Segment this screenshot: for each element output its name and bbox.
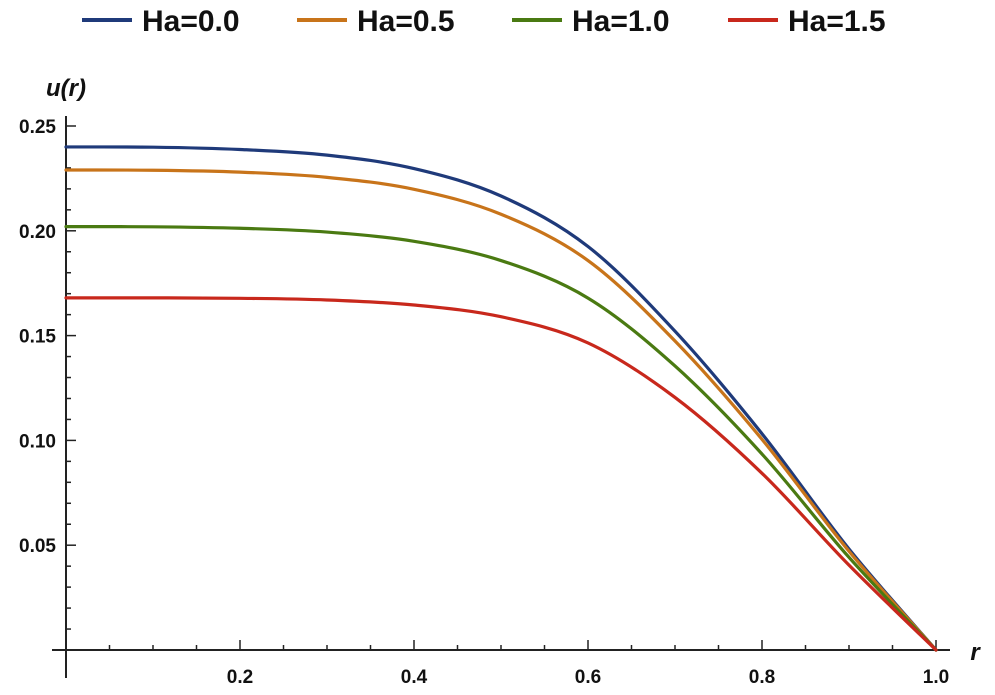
series-line-3 (64, 225, 938, 652)
x-tick-label: 0.2 (227, 667, 253, 688)
legend-label: Ha=0.0 (142, 5, 240, 38)
series-line-4 (64, 296, 938, 652)
x-tick-label: 1.0 (923, 667, 949, 688)
ticks: 0.2 0.4 0.6 0.8 1.0 0.05 0.10 0.15 0.20 0.25 (19, 117, 949, 688)
y-tick-label: 0.05 (19, 536, 56, 557)
axes (52, 116, 950, 678)
legend-item-1: Ha=0.0 (82, 5, 240, 38)
y-tick-label: 0.20 (19, 222, 56, 243)
y-tick-label: 0.10 (19, 431, 56, 452)
legend-label: Ha=1.0 (572, 5, 670, 38)
x-tick-label: 0.8 (749, 667, 775, 688)
x-axis-title: r (970, 639, 981, 666)
x-tick-label: 0.6 (575, 667, 601, 688)
legend-item-3: Ha=1.0 (512, 5, 670, 38)
y-tick-label: 0.15 (19, 327, 56, 348)
legend-item-2: Ha=0.5 (297, 5, 455, 38)
series-line-2 (64, 168, 938, 652)
legend-label: Ha=1.5 (788, 5, 886, 38)
y-axis-title: u(r) (46, 75, 86, 102)
legend-item-4: Ha=1.5 (728, 5, 886, 38)
series-lines (64, 145, 938, 652)
series-line-1 (64, 145, 938, 652)
x-tick-label: 0.4 (401, 667, 428, 688)
legend-label: Ha=0.5 (357, 5, 455, 38)
legend: Ha=0.0 Ha=0.5 Ha=1.0 Ha=1.5 (82, 5, 886, 38)
y-tick-label: 0.25 (19, 117, 56, 138)
